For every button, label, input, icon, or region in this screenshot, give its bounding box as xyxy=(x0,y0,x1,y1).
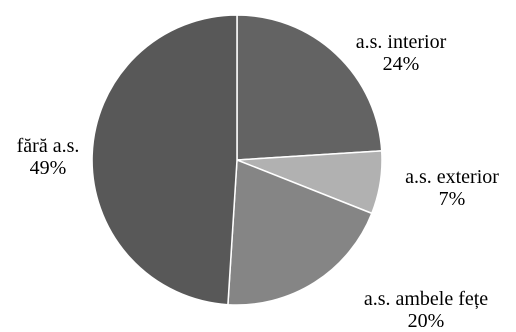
slice-fara xyxy=(91,14,238,306)
slice-label-ambele-fete-name: a.s. ambele fețe xyxy=(363,288,489,310)
slice-label-fara: fără a.s. 49% xyxy=(6,135,90,179)
slice-label-ambele-fete-percent: 20% xyxy=(407,310,445,332)
slice-label-interior: a.s. interior 24% xyxy=(343,31,459,75)
slice-label-ambele-fete: a.s. ambele fețe 20% xyxy=(340,288,512,332)
slice-label-exterior: a.s. exterior 7% xyxy=(395,166,509,210)
slice-label-exterior-percent: 7% xyxy=(438,188,466,210)
slice-interior xyxy=(236,14,383,161)
slice-label-interior-name: a.s. interior xyxy=(355,31,447,53)
slice-label-interior-percent: 24% xyxy=(382,53,420,75)
slice-label-fara-percent: 49% xyxy=(29,157,67,179)
slice-label-fara-name: fără a.s. xyxy=(16,135,80,157)
slice-label-exterior-name: a.s. exterior xyxy=(405,166,499,188)
slice-ambele-fete xyxy=(227,159,373,306)
